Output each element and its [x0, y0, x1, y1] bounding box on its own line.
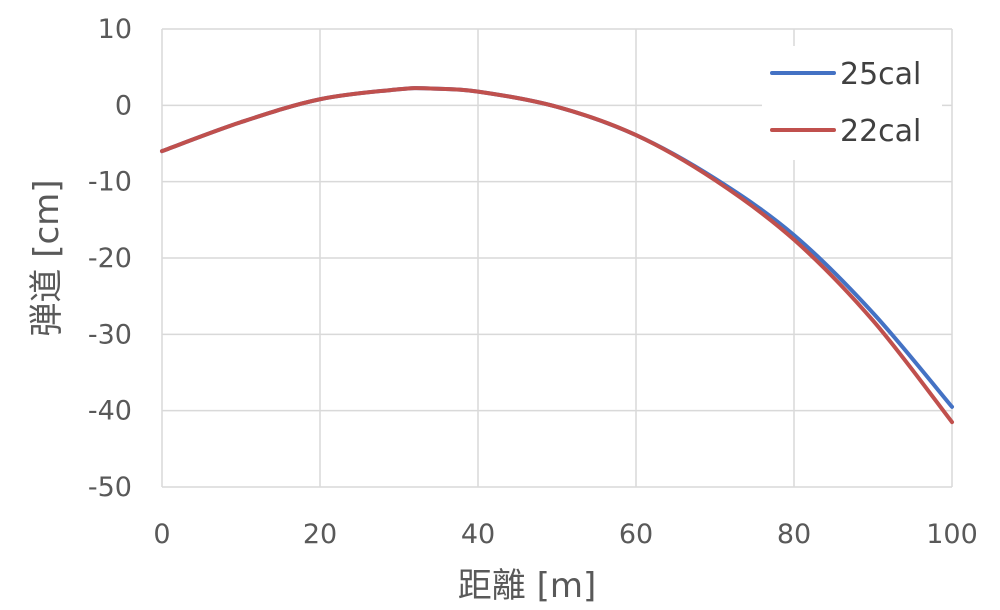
y-tick-label: -30: [88, 319, 132, 350]
y-tick-label: -20: [88, 243, 132, 274]
series-lines: [160, 86, 954, 425]
legend-label: 25cal: [840, 57, 921, 92]
series-line-22cal: [160, 86, 954, 425]
x-axis-title: 距離 [m]: [458, 566, 596, 606]
legend: 25cal 22cal: [762, 46, 942, 160]
y-tick-label: -10: [88, 167, 132, 198]
axes: 100-10-20-30-40-500 20 40 60 80 100: [88, 14, 978, 550]
y-tick-label: 0: [115, 90, 132, 121]
y-axis-title: 弾道 [cm]: [27, 179, 67, 336]
x-tick-label: 100: [926, 519, 978, 550]
legend-background: [762, 46, 942, 160]
legend-label: 22cal: [840, 114, 921, 149]
x-tick-label: 80: [777, 519, 811, 550]
y-tick-label: -40: [88, 396, 132, 427]
y-tick-label: 10: [98, 14, 132, 45]
x-tick-label: 20: [303, 519, 337, 550]
x-tick-label: 40: [461, 519, 495, 550]
x-tick-label: 0: [153, 519, 170, 550]
x-tick-label: 60: [619, 519, 653, 550]
y-tick-label: -50: [88, 472, 132, 503]
